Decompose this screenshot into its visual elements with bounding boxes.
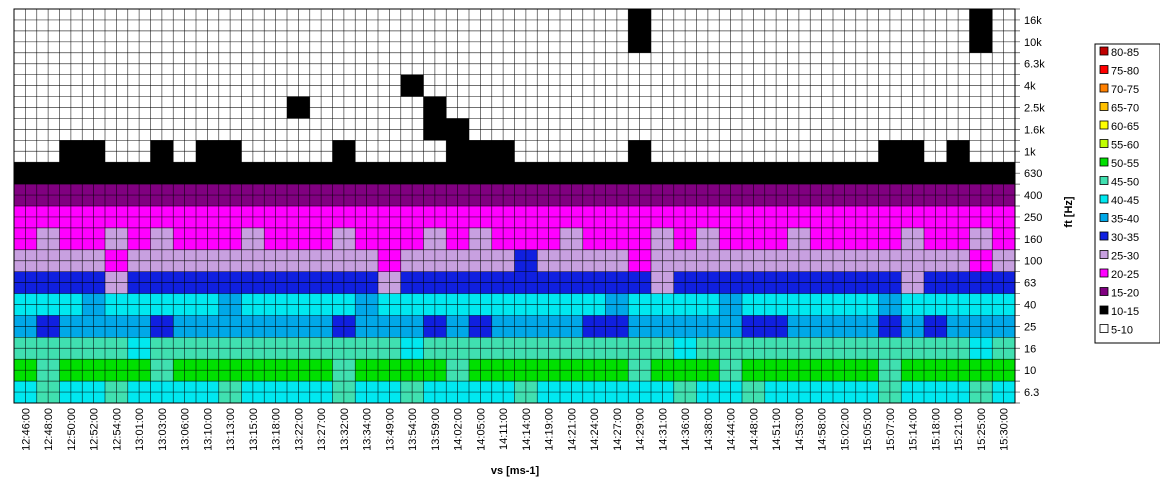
x-tick-label: 12:50:00 bbox=[66, 408, 78, 451]
y-tick-label: 10 bbox=[1024, 365, 1036, 377]
legend-label: 25-30 bbox=[1111, 251, 1139, 263]
y-tick-label: 1.6k bbox=[1024, 124, 1045, 136]
x-tick-label: 13:49:00 bbox=[384, 408, 396, 451]
legend-swatch bbox=[1099, 250, 1109, 259]
x-tick-label: 13:54:00 bbox=[407, 408, 419, 451]
legend-label: 55-60 bbox=[1111, 140, 1139, 152]
legend-label: 70-75 bbox=[1111, 84, 1139, 96]
x-tick-label: 14:24:00 bbox=[589, 408, 601, 451]
y-tick-label: 6.3 bbox=[1024, 387, 1039, 399]
x-tick-label: 13:22:00 bbox=[293, 408, 305, 451]
y-tick-label: 100 bbox=[1024, 256, 1042, 268]
legend-label: 75-80 bbox=[1111, 66, 1139, 78]
y-tick-label: 400 bbox=[1024, 190, 1042, 202]
legend-swatch bbox=[1099, 102, 1109, 111]
x-tick-label: 14:44:00 bbox=[726, 408, 738, 451]
y-tick-label: 16k bbox=[1024, 15, 1042, 27]
x-tick-label: 14:19:00 bbox=[544, 408, 556, 451]
legend-label: 20-25 bbox=[1111, 269, 1139, 281]
legend-label: 65-70 bbox=[1111, 103, 1139, 115]
y-tick-label: 25 bbox=[1024, 321, 1036, 333]
x-tick-label: 13:01:00 bbox=[134, 408, 146, 451]
legend-swatch bbox=[1099, 120, 1109, 130]
y-tick-label: 2.5k bbox=[1024, 103, 1045, 115]
x-tick-label: 13:10:00 bbox=[202, 408, 214, 451]
x-tick-label: 15:05:00 bbox=[862, 408, 874, 451]
y-tick-label: 250 bbox=[1024, 212, 1042, 224]
x-tick-label: 13:18:00 bbox=[271, 408, 283, 451]
legend-label: 45-50 bbox=[1111, 177, 1139, 189]
x-tick-label: 15:30:00 bbox=[999, 408, 1011, 451]
y-tick-label: 16 bbox=[1024, 343, 1036, 355]
legend-label: 80-85 bbox=[1111, 47, 1139, 59]
legend-swatch bbox=[1099, 231, 1109, 241]
x-tick-label: 14:27:00 bbox=[612, 408, 624, 451]
legend-label: 50-55 bbox=[1111, 158, 1139, 170]
x-tick-label: 14:58:00 bbox=[817, 408, 829, 451]
legend-swatch bbox=[1099, 139, 1109, 148]
x-tick-label: 15:02:00 bbox=[839, 408, 851, 451]
x-tick-label: 13:06:00 bbox=[180, 408, 192, 451]
x-tick-label: 14:14:00 bbox=[521, 408, 533, 451]
y-tick-label: 160 bbox=[1024, 234, 1042, 246]
y-tick-label: 40 bbox=[1024, 300, 1036, 312]
y-tick-label: 4k bbox=[1024, 81, 1036, 93]
x-tick-label: 14:38:00 bbox=[703, 408, 715, 451]
x-tick-label: 15:14:00 bbox=[908, 408, 920, 451]
x-tick-label: 14:36:00 bbox=[680, 408, 692, 451]
legend-swatch bbox=[1099, 305, 1109, 315]
x-tick-label: 14:31:00 bbox=[657, 408, 669, 451]
x-tick-label: 13:59:00 bbox=[430, 408, 442, 451]
legend-swatch bbox=[1099, 65, 1109, 74]
legend-label: 5-10 bbox=[1111, 325, 1133, 337]
x-axis-title: vs [ms-1] bbox=[491, 465, 540, 477]
x-tick-label: 12:52:00 bbox=[89, 408, 101, 451]
legend-label: 40-45 bbox=[1111, 195, 1139, 207]
legend-swatch bbox=[1099, 268, 1109, 278]
legend-label: 35-40 bbox=[1111, 214, 1139, 226]
x-tick-label: 12:54:00 bbox=[111, 408, 123, 451]
x-tick-label: 14:29:00 bbox=[635, 408, 647, 451]
x-tick-label: 15:18:00 bbox=[930, 408, 942, 451]
x-tick-label: 13:34:00 bbox=[362, 408, 374, 451]
x-tick-label: 15:07:00 bbox=[885, 408, 897, 451]
x-tick-label: 14:48:00 bbox=[748, 408, 760, 451]
y-tick-label: 6.3k bbox=[1024, 59, 1045, 71]
y-tick-label: 10k bbox=[1024, 37, 1042, 49]
x-tick-label: 13:13:00 bbox=[225, 408, 237, 451]
plot-frame bbox=[13, 8, 1016, 404]
y-axis-title: ft [Hz] bbox=[1063, 196, 1075, 227]
y-tick-label: 63 bbox=[1024, 278, 1036, 290]
x-tick-label: 14:53:00 bbox=[794, 408, 806, 451]
legend-label: 60-65 bbox=[1111, 121, 1139, 133]
legend-swatch bbox=[1099, 83, 1109, 93]
x-tick-label: 13:27:00 bbox=[316, 408, 328, 451]
legend-swatch bbox=[1099, 46, 1109, 56]
legend-swatch bbox=[1099, 213, 1109, 222]
legend-label: 30-35 bbox=[1111, 232, 1139, 244]
x-tick-label: 14:05:00 bbox=[475, 408, 487, 451]
x-tick-label: 12:48:00 bbox=[43, 408, 55, 451]
legend-swatch bbox=[1099, 176, 1109, 185]
x-tick-label: 14:51:00 bbox=[771, 408, 783, 451]
x-tick-label: 13:32:00 bbox=[339, 408, 351, 451]
x-tick-label: 14:02:00 bbox=[453, 408, 465, 451]
x-tick-label: 13:15:00 bbox=[248, 408, 260, 451]
x-tick-label: 15:21:00 bbox=[953, 408, 965, 451]
y-tick-label: 1k bbox=[1024, 146, 1036, 158]
x-tick-label: 14:21:00 bbox=[566, 408, 578, 451]
legend-swatch bbox=[1099, 324, 1109, 333]
x-tick-label: 14:11:00 bbox=[498, 408, 510, 450]
x-tick-label: 15:25:00 bbox=[976, 408, 988, 451]
legend-label: 15-20 bbox=[1111, 288, 1139, 300]
legend-swatch bbox=[1099, 287, 1109, 296]
legend-swatch bbox=[1099, 157, 1109, 167]
legend-label: 10-15 bbox=[1111, 306, 1139, 318]
x-tick-label: 12:46:00 bbox=[20, 408, 32, 451]
legend-swatch bbox=[1099, 194, 1109, 204]
y-tick-label: 630 bbox=[1024, 168, 1042, 180]
x-tick-label: 13:03:00 bbox=[157, 408, 169, 451]
